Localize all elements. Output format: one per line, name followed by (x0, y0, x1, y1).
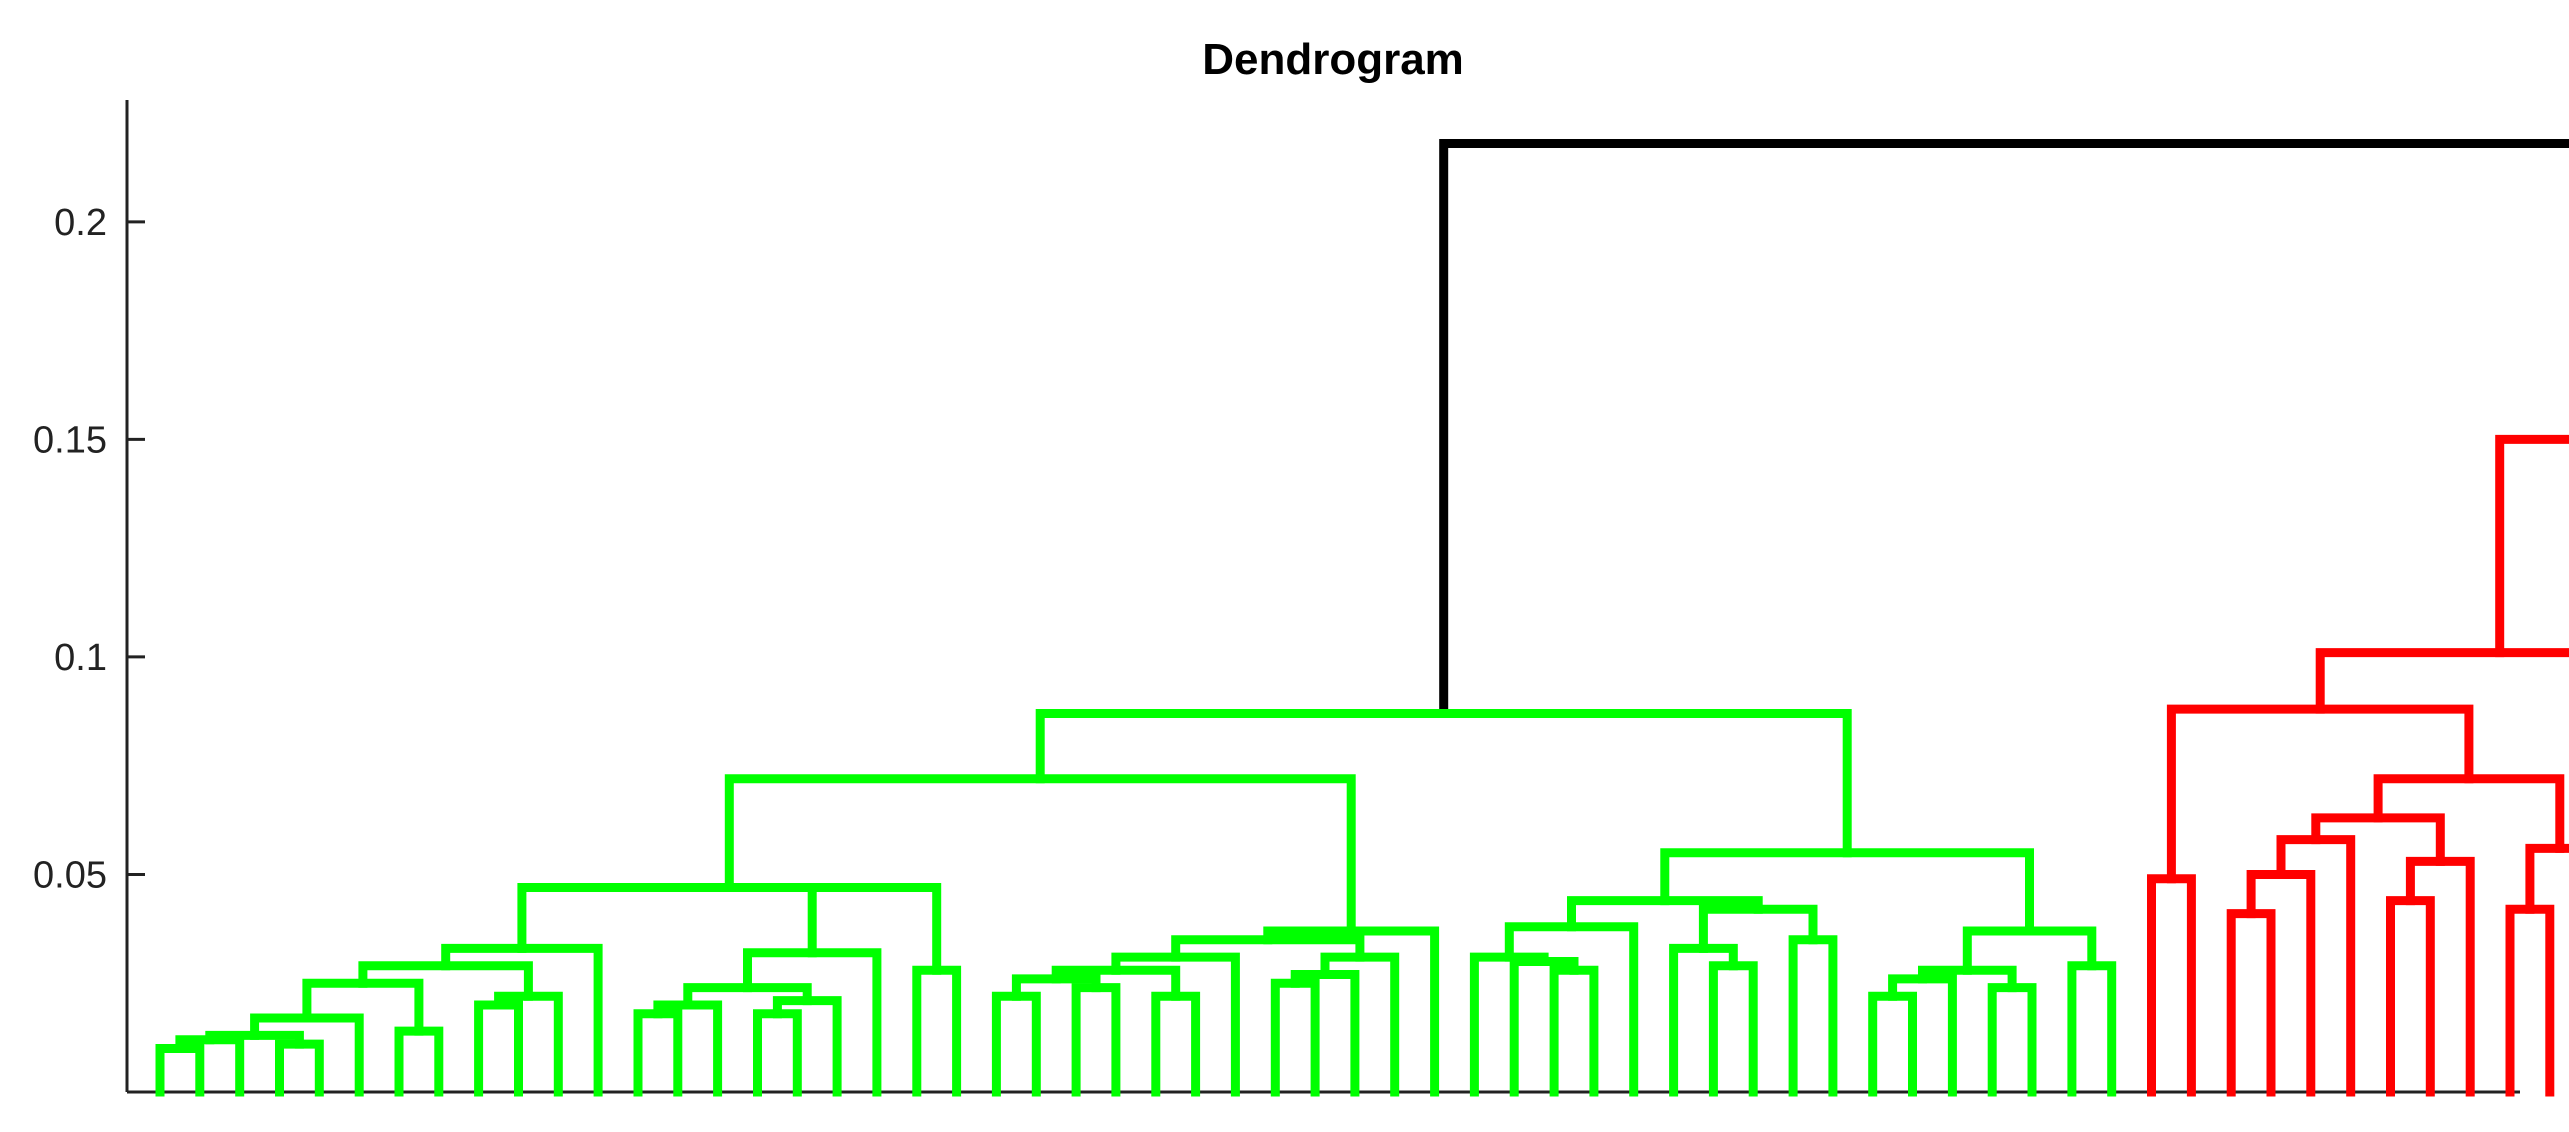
y-tick-label: 0.15 (33, 419, 107, 461)
dendrogram-link (753, 1009, 802, 1097)
dendrogram-link (275, 1039, 324, 1097)
axes: 0.05 0.1 0.15 0.2 (33, 100, 2520, 1094)
dendrogram-link (2166, 704, 2474, 884)
dendrogram-link (1071, 983, 1121, 1097)
dendrogram-link (1504, 922, 1639, 1097)
dendrogram-link (1439, 139, 2569, 718)
dendrogram-link (1987, 983, 2037, 1097)
dendrogram-link (2405, 856, 2475, 1097)
dendrogram-link (2226, 909, 2276, 1097)
dendrogram-link (2067, 961, 2117, 1097)
dendrogram-link (155, 1044, 205, 1097)
dendrogram-link (2246, 870, 2316, 1097)
dendrogram-links (155, 139, 2569, 1097)
dendrogram-link (2276, 835, 2356, 1097)
y-tick-label: 0.05 (33, 854, 107, 896)
dendrogram-link (1698, 904, 1818, 953)
dendrogram-link (991, 991, 1041, 1097)
dendrogram-link (633, 1009, 683, 1097)
dendrogram-link (302, 978, 424, 1036)
dendrogram-link (2147, 874, 2196, 1097)
chart-title: Dendrogram (1202, 35, 1464, 84)
dendrogram-link (2495, 434, 2569, 658)
dendrogram-link (1962, 926, 2097, 975)
dendrogram-link (1788, 935, 1838, 1097)
dendrogram-link (743, 948, 882, 1097)
dendrogram-link (2315, 648, 2569, 714)
dendrogram-link (394, 1026, 444, 1097)
dendrogram-link (1708, 961, 1758, 1097)
dendrogram-link (2373, 774, 2565, 853)
dendrogram-link (517, 883, 942, 975)
dendrogram-link (1549, 965, 1599, 1097)
dendrogram-link (1035, 709, 1852, 858)
y-tick-label: 0.1 (54, 637, 107, 679)
dendrogram-link (2505, 904, 2555, 1097)
dendrogram-link (2386, 896, 2435, 1097)
dendrogram-link (2525, 843, 2569, 914)
dendrogram-link (250, 1013, 364, 1097)
dendrogram-link (1469, 952, 1549, 1097)
dendrogram-link (1270, 978, 1320, 1097)
dendrogram-link (1868, 991, 1917, 1097)
dendrogram-link (724, 774, 1356, 936)
dendrogram-link (494, 991, 563, 1097)
dendrogram-link (1290, 970, 1360, 1097)
dendrogram-link (474, 1000, 523, 1097)
dendrogram-link (1151, 991, 1201, 1097)
dendrogram-link (1509, 957, 1579, 1097)
dendrogram-link (912, 965, 962, 1097)
y-tick-label: 0.2 (54, 202, 107, 244)
dendrogram-link (1660, 848, 2034, 936)
